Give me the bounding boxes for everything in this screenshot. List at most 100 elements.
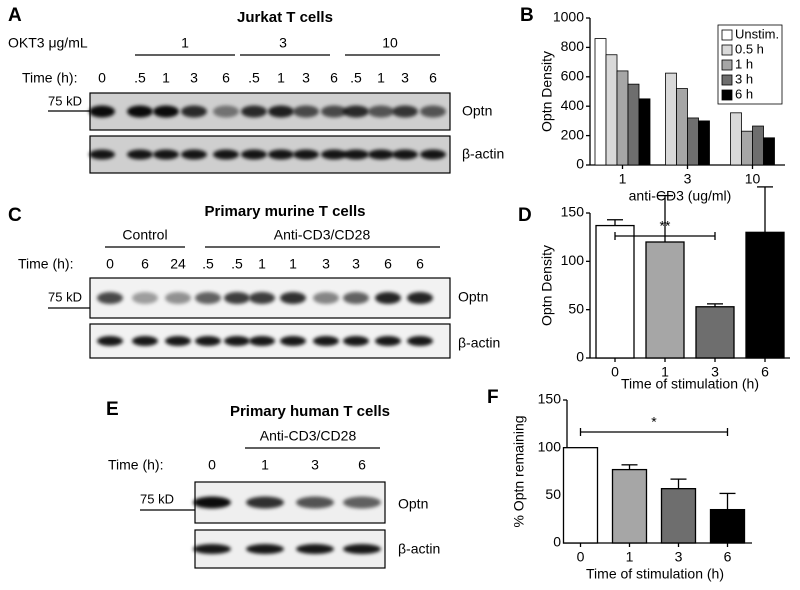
time-label: Time (h): <box>108 457 163 473</box>
lane-label: 1 <box>289 256 297 272</box>
blot-band <box>224 336 250 346</box>
bar <box>687 117 699 166</box>
x-tick-label: 3 <box>675 549 683 565</box>
x-axis-label: Time of stimulation (h) <box>621 376 759 392</box>
blot-band <box>296 496 334 509</box>
y-tick-label: 0 <box>576 349 584 365</box>
blot-band <box>375 292 401 304</box>
blot-band <box>195 292 221 304</box>
blot-band <box>420 149 446 160</box>
bar <box>616 70 629 166</box>
lane-label: .5 <box>248 70 260 86</box>
lane-label: 1 <box>258 256 266 272</box>
bar <box>665 72 677 166</box>
blot-band <box>165 336 191 346</box>
lane-label: 3 <box>322 256 330 272</box>
bar <box>611 468 648 544</box>
y-tick-label: 1000 <box>553 9 584 25</box>
blot-band <box>313 336 339 346</box>
blot-band <box>249 292 275 304</box>
lane-label: 6 <box>384 256 392 272</box>
blot-band <box>313 292 339 304</box>
lane-label: 1 <box>377 70 385 86</box>
bar <box>676 88 688 166</box>
bar <box>605 54 618 166</box>
blot-band <box>321 149 347 160</box>
x-tick-label: 0 <box>577 549 585 565</box>
lane-label: 6 <box>222 70 230 86</box>
blot-band <box>127 149 153 160</box>
y-tick-label: 0 <box>576 156 584 172</box>
blot-band <box>280 336 306 346</box>
blot-band <box>343 544 381 554</box>
bar <box>562 447 599 544</box>
blot-band <box>195 336 221 346</box>
y-tick-label: 50 <box>545 486 561 502</box>
bar <box>594 38 607 166</box>
y-tick-label: 100 <box>561 252 585 268</box>
dose-label: OKT3 μg/mL <box>8 35 88 51</box>
blot-band <box>241 105 267 118</box>
x-tick-label: 1 <box>619 171 627 187</box>
x-tick-label: 3 <box>684 171 692 187</box>
bar <box>660 488 697 544</box>
x-tick-label: 10 <box>745 171 761 187</box>
blot-band <box>268 149 294 160</box>
y-tick-label: 100 <box>538 438 562 454</box>
blot-title: Jurkat T cells <box>237 9 333 26</box>
lane-label: .5 <box>350 70 362 86</box>
blot-band <box>296 544 334 554</box>
panel-label: E <box>106 399 119 420</box>
blot-band <box>213 105 239 118</box>
y-axis-label: Optn Density <box>539 245 555 326</box>
y-tick-label: 200 <box>561 126 585 142</box>
legend-swatch <box>721 59 733 71</box>
blot-band <box>375 336 401 346</box>
legend-label: 0.5 h <box>735 41 764 56</box>
group-label: 10 <box>382 35 398 51</box>
bar <box>645 241 685 359</box>
blot-band <box>97 292 123 304</box>
y-tick-label: 600 <box>561 68 585 84</box>
lane-label: 6 <box>429 70 437 86</box>
marker-label: 75 kD <box>48 93 82 108</box>
lane-label: 6 <box>416 256 424 272</box>
blot-band <box>224 292 250 304</box>
lane-label: .5 <box>202 256 214 272</box>
blot-band <box>407 336 433 346</box>
blot-band <box>193 544 231 554</box>
row-label: β-actin <box>398 541 440 557</box>
lane-label: 24 <box>170 256 186 272</box>
panel-label: F <box>487 387 499 408</box>
x-axis-label: Time of stimulation (h) <box>586 566 724 582</box>
lane-label: 6 <box>330 70 338 86</box>
significance-label: ** <box>660 218 671 234</box>
legend-swatch <box>721 29 733 41</box>
row-label: β-actin <box>462 146 504 162</box>
blot-band <box>368 149 394 160</box>
bar <box>730 112 742 166</box>
x-tick-label: 1 <box>626 549 634 565</box>
bar <box>709 508 746 544</box>
legend-swatch <box>721 74 733 86</box>
blot-band <box>343 336 369 346</box>
lane-label: 3 <box>302 70 310 86</box>
blot-band <box>193 496 231 509</box>
x-tick-label: 0 <box>611 364 619 380</box>
row-label: β-actin <box>458 335 500 351</box>
x-axis-label: anti-CD3 (ug/ml) <box>629 188 732 204</box>
blot-band <box>407 292 433 304</box>
blot-title: Primary human T cells <box>230 403 390 420</box>
panel-label: B <box>520 5 534 26</box>
row-label: Optn <box>462 103 492 119</box>
marker-label: 75 kD <box>140 491 174 506</box>
bar <box>752 125 764 166</box>
blot-band <box>246 496 284 509</box>
blot-band <box>153 105 179 118</box>
lane-label: 1 <box>162 70 170 86</box>
bar <box>695 306 735 359</box>
time-label: Time (h): <box>18 256 73 272</box>
blot-band <box>89 105 115 118</box>
blot-band <box>127 105 153 118</box>
y-tick-label: 0 <box>553 534 561 550</box>
